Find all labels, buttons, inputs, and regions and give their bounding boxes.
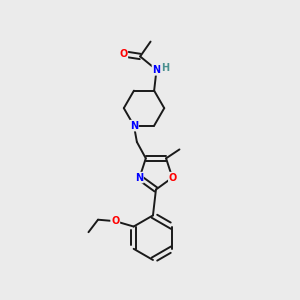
Text: N: N (130, 121, 138, 131)
Text: O: O (119, 49, 127, 59)
Text: O: O (169, 172, 177, 183)
Text: N: N (152, 65, 160, 75)
Text: N: N (135, 172, 143, 183)
Text: H: H (161, 63, 169, 74)
Text: O: O (111, 216, 119, 226)
